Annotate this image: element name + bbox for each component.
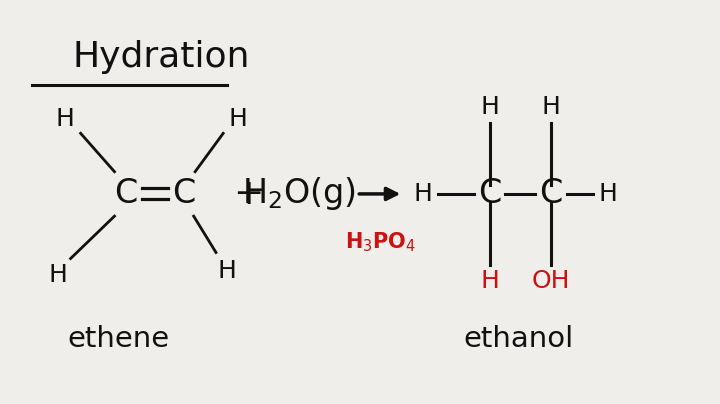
Text: H: H — [480, 95, 499, 119]
Text: ethene: ethene — [68, 325, 170, 354]
Text: C: C — [478, 177, 501, 210]
Text: Hydration: Hydration — [72, 40, 250, 74]
Text: OH: OH — [531, 269, 570, 293]
Text: H: H — [48, 263, 67, 287]
Text: H: H — [599, 182, 618, 206]
Text: C: C — [539, 177, 562, 210]
Text: C: C — [114, 177, 138, 210]
Text: H: H — [217, 259, 236, 283]
Text: H: H — [541, 95, 560, 119]
Text: H: H — [228, 107, 247, 131]
Text: ethanol: ethanol — [463, 325, 574, 354]
Text: C: C — [172, 177, 195, 210]
Text: H: H — [480, 269, 499, 293]
Text: H$_2$O(g): H$_2$O(g) — [242, 175, 356, 213]
Text: H: H — [55, 107, 74, 131]
Text: H$_3$PO$_4$: H$_3$PO$_4$ — [345, 231, 415, 254]
Text: +: + — [233, 177, 264, 211]
Text: H: H — [413, 182, 432, 206]
